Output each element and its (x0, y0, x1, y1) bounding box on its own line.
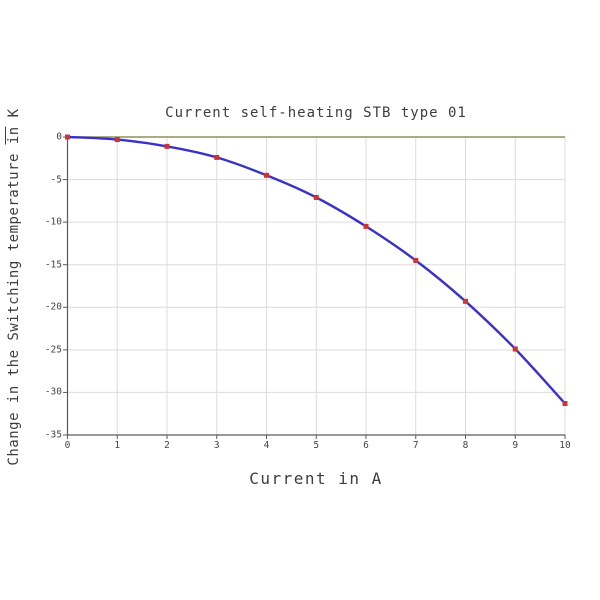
data-point-marker (463, 298, 468, 304)
y-tick-label: -15 (44, 259, 62, 271)
y-tick-label: -5 (50, 174, 62, 186)
x-tick-label: 3 (213, 440, 220, 451)
data-point-marker (65, 134, 70, 140)
data-point-marker (164, 143, 170, 149)
y-tick-label: 0 (56, 131, 62, 143)
data-series-curve (66, 135, 567, 405)
data-point-marker (363, 223, 369, 229)
data-point-marker (413, 257, 419, 263)
x-axis-label: Current in A (249, 469, 383, 488)
data-point-marker (512, 346, 518, 352)
data-point-marker (264, 172, 269, 178)
data-point-marker (214, 154, 220, 160)
data-point-marker (562, 400, 568, 406)
x-tick-label: 2 (164, 440, 170, 451)
x-tick-label: 7 (412, 440, 419, 451)
y-tick-label: -20 (44, 301, 62, 313)
y-tick-label: -30 (44, 386, 62, 398)
x-tick-label: 8 (462, 440, 469, 451)
x-tick-label: 10 (559, 440, 571, 451)
x-tick-label: 0 (64, 440, 71, 451)
x-tick-label: 4 (263, 440, 270, 451)
chart-title: Current self-heating STB type 01 (165, 105, 467, 121)
data-point-marker (114, 137, 120, 143)
x-tick-label: 1 (114, 440, 121, 451)
x-tick-label: 6 (363, 440, 369, 451)
x-tick-label: 5 (313, 440, 320, 451)
data-point-marker (313, 194, 319, 200)
y-tick-label: -10 (44, 216, 62, 228)
y-tick-label: -35 (44, 429, 62, 441)
x-tick-label: 9 (512, 440, 519, 451)
y-tick-label: -25 (44, 344, 62, 356)
